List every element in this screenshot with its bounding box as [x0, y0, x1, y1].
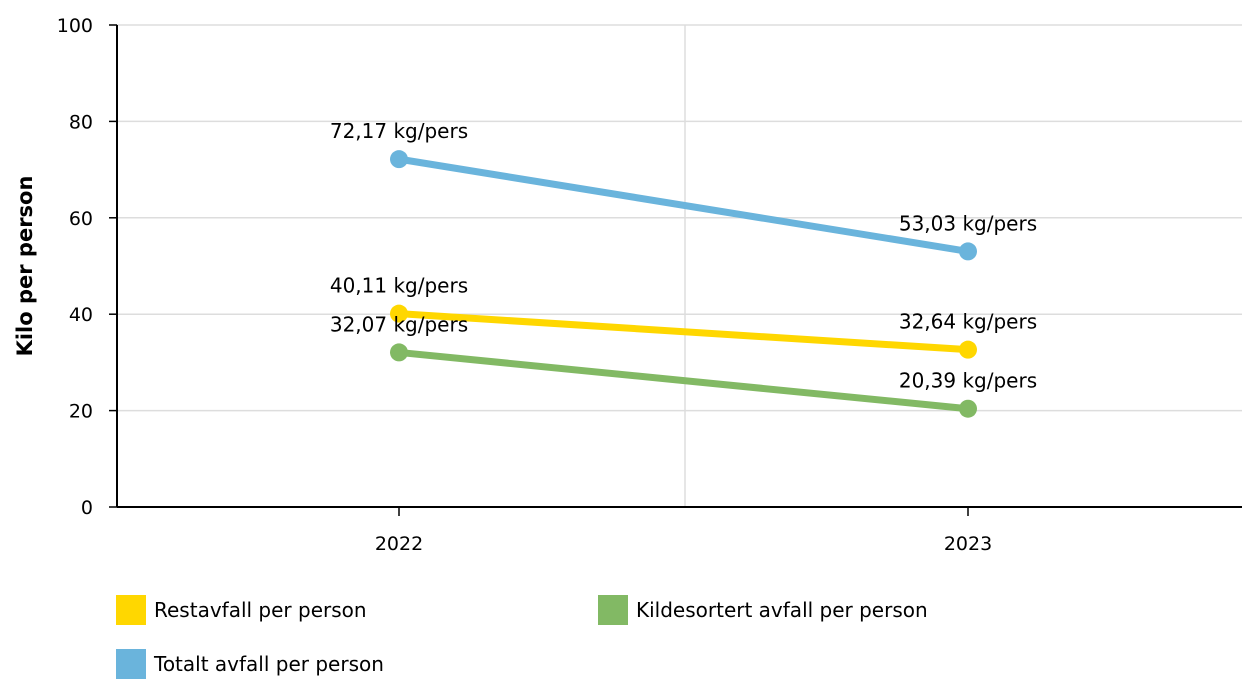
- x-tick-label: 2023: [944, 533, 992, 555]
- x-tick-label: 2022: [375, 533, 423, 555]
- legend-label-kildesortert: Kildesortert avfall per person: [636, 598, 928, 622]
- y-tick-label: 0: [81, 497, 93, 519]
- data-point: [959, 340, 977, 359]
- legend-item-kildesortert[interactable]: Kildesortert avfall per person: [598, 592, 928, 628]
- y-axis-title: Kilo per person: [13, 176, 37, 357]
- line-chart: 0 20 40 60 80 100 2022 2023 40,11 kg/pers 32,64 …: [13, 15, 1242, 555]
- series-line-2: [395, 155, 972, 255]
- legend-label-restavfall: Restavfall per person: [154, 598, 367, 622]
- legend-label-totalt: Totalt avfall per person: [154, 652, 384, 676]
- data-point: [959, 242, 977, 261]
- series-line-1: [395, 348, 972, 413]
- data-labels: 40,11 kg/pers 32,64 kg/pers 32,07 kg/pers 2…: [330, 119, 1037, 393]
- legend-swatch-totalt: [116, 649, 146, 679]
- data-point: [390, 304, 408, 323]
- data-label: 72,17 kg/pers: [330, 119, 468, 143]
- y-tick-label: 100: [57, 15, 93, 37]
- data-point: [390, 150, 408, 169]
- legend-swatch-restavfall: [116, 595, 146, 625]
- data-point: [390, 343, 408, 362]
- data-point: [959, 399, 977, 418]
- y-tick-label: 80: [69, 111, 93, 133]
- legend-item-restavfall[interactable]: Restavfall per person: [116, 592, 367, 628]
- legend-swatch-kildesortert: [598, 595, 628, 625]
- y-tick-label: 60: [69, 208, 93, 230]
- grid-lines: [117, 24, 1242, 507]
- series-lines: [390, 150, 977, 418]
- legend-item-totalt[interactable]: Totalt avfall per person: [116, 646, 384, 682]
- data-label: 20,39 kg/pers: [899, 369, 1037, 393]
- series-line-0: [395, 310, 972, 354]
- y-tick-label: 20: [69, 401, 93, 423]
- data-label: 32,64 kg/pers: [899, 310, 1037, 334]
- y-tick-label: 40: [69, 304, 93, 326]
- legend: Restavfall per person Kildesortert avfal…: [116, 592, 1116, 679]
- axes: 0 20 40 60 80 100 2022 2023: [57, 15, 1242, 555]
- data-label: 32,07 kg/pers: [330, 312, 468, 336]
- data-label: 53,03 kg/pers: [899, 211, 1037, 235]
- data-label: 40,11 kg/pers: [330, 274, 468, 298]
